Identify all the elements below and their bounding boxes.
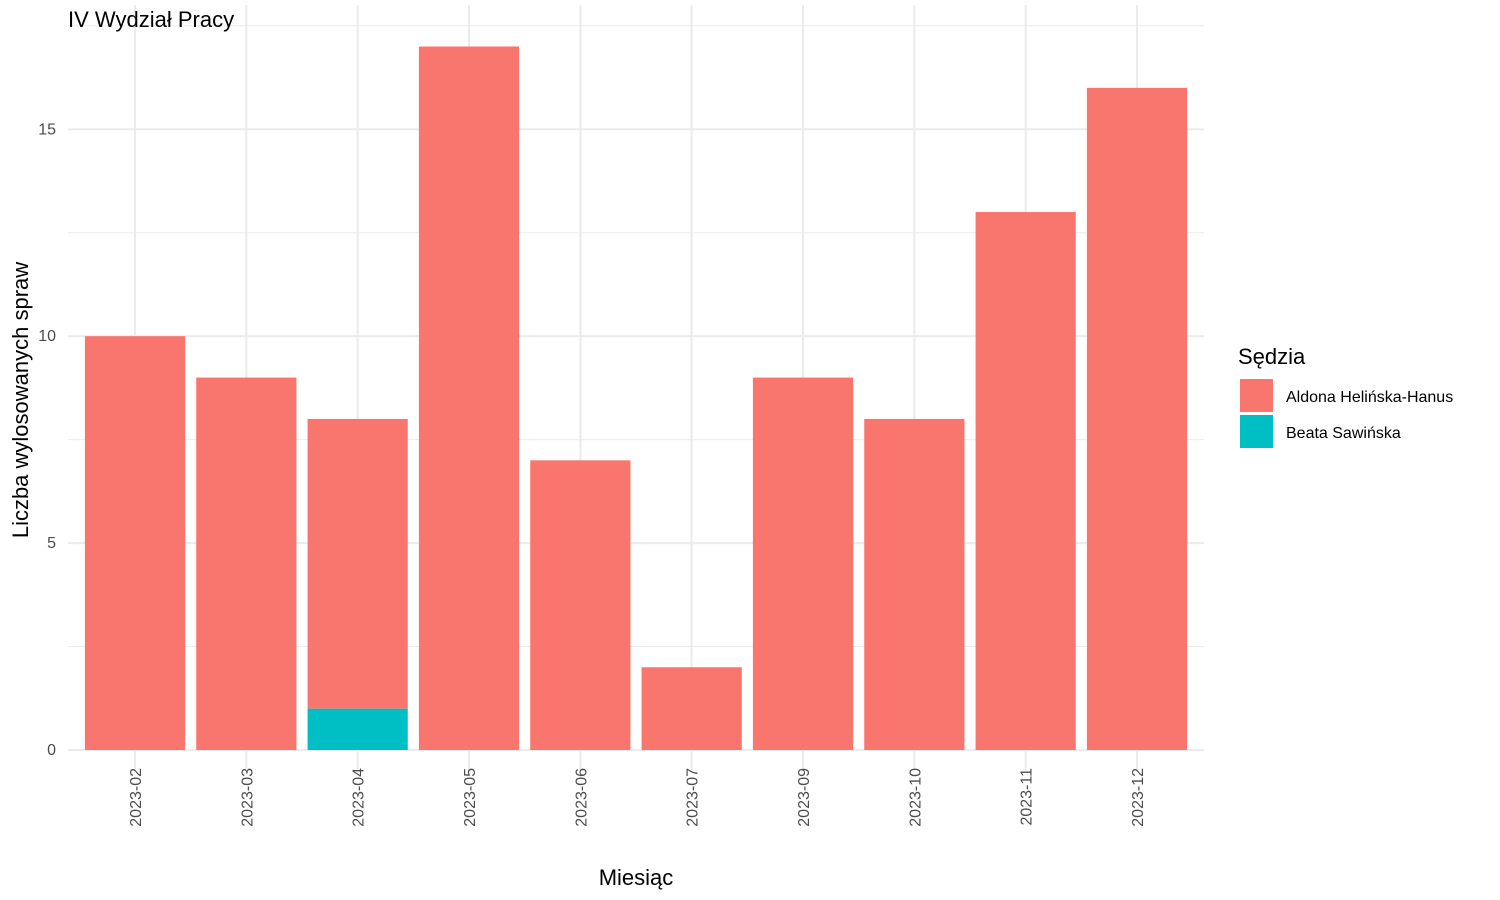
bars	[84, 46, 1188, 751]
x-axis-title: Miesiąc	[599, 865, 674, 890]
legend-title: Sędzia	[1238, 344, 1306, 369]
x-tick-label: 2023-06	[573, 768, 590, 827]
bar-2023-04-aldona	[307, 418, 408, 709]
bar-2023-09-aldona	[752, 377, 854, 750]
bar-2023-03-aldona	[196, 377, 297, 750]
bar-2023-04-beata	[307, 708, 408, 750]
x-tick-label: 2023-10	[907, 768, 924, 827]
bar-2023-11-aldona	[975, 212, 1076, 750]
x-tick-label: 2023-03	[239, 768, 256, 827]
bar-2023-07-aldona	[641, 667, 742, 750]
y-axis-title: Liczba wylosowanych spraw	[8, 262, 33, 538]
x-tick-label: 2023-04	[351, 768, 368, 827]
x-tick-label: 2023-11	[1019, 768, 1036, 826]
legend-label: Aldona Helińska-Hanus	[1286, 389, 1453, 406]
x-tick-label: 2023-05	[462, 768, 479, 827]
bar-2023-10-aldona	[864, 418, 965, 750]
x-tick-label: 2023-07	[685, 768, 702, 827]
legend: Sędzia Aldona Helińska-Hanus Beata Sawińs…	[1238, 344, 1453, 448]
x-axis-ticks: 2023-02 2023-03 2023-04 2023-05 2023-06 2023-…	[128, 768, 1147, 827]
y-tick-label: 15	[38, 121, 56, 138]
x-tick-label: 2023-02	[128, 768, 145, 827]
bar-2023-12-aldona	[1086, 87, 1188, 751]
y-tick-label: 10	[38, 328, 56, 345]
legend-key-beata	[1240, 415, 1273, 448]
y-tick-label: 5	[47, 535, 56, 552]
bar-2023-05-aldona	[418, 46, 520, 750]
legend-key-aldona	[1240, 379, 1273, 412]
y-axis-ticks: 0 5 10 15	[38, 121, 56, 759]
chart-title: IV Wydział Pracy	[68, 7, 234, 32]
bar-2023-02-aldona	[84, 336, 186, 750]
x-tick-label: 2023-09	[796, 768, 813, 827]
x-tick-label: 2023-12	[1130, 768, 1147, 827]
legend-label: Beata Sawińska	[1286, 425, 1401, 442]
bar-2023-06-aldona	[530, 460, 631, 750]
y-tick-label: 0	[47, 742, 56, 759]
